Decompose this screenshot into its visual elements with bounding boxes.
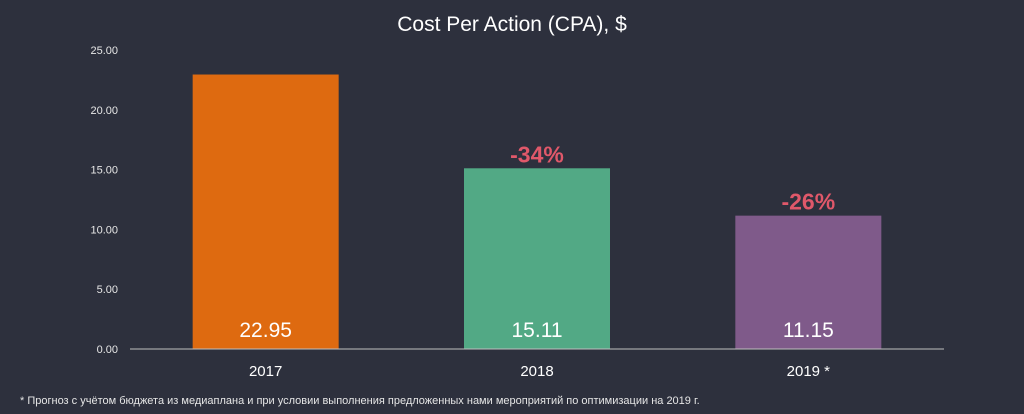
y-axis: 0.00 5.00 10.00 15.00 20.00 25.00 — [90, 45, 118, 356]
bar-value-label: 11.15 — [783, 319, 834, 342]
y-tick-label: 10.00 — [90, 224, 118, 236]
bar-2018 — [464, 168, 610, 349]
chart-title: Cost Per Action (CPA), $ — [397, 13, 627, 36]
bar-2017 — [192, 74, 339, 349]
x-category-label: 2017 — [249, 363, 282, 380]
change-label: -26% — [781, 189, 835, 215]
y-tick-label: 5.00 — [97, 284, 118, 296]
bar-2019 — [735, 215, 882, 349]
y-tick-label: 25.00 — [90, 45, 118, 57]
bars: 22.95 2017 15.11 2018 -34% 11.15 2019 * -26% — [192, 74, 882, 380]
x-category-label: 2018 — [520, 363, 553, 380]
y-tick-label: 20.00 — [90, 105, 118, 117]
y-tick-label: 0.00 — [97, 344, 118, 356]
bar-value-label: 22.95 — [239, 319, 292, 342]
bar-value-label: 15.11 — [512, 319, 563, 342]
footnote: * Прогноз с учётом бюджета из медиаплана… — [20, 395, 700, 407]
change-label: -34% — [510, 141, 564, 167]
x-category-label: 2019 * — [787, 363, 831, 380]
y-tick-label: 15.00 — [90, 165, 118, 177]
